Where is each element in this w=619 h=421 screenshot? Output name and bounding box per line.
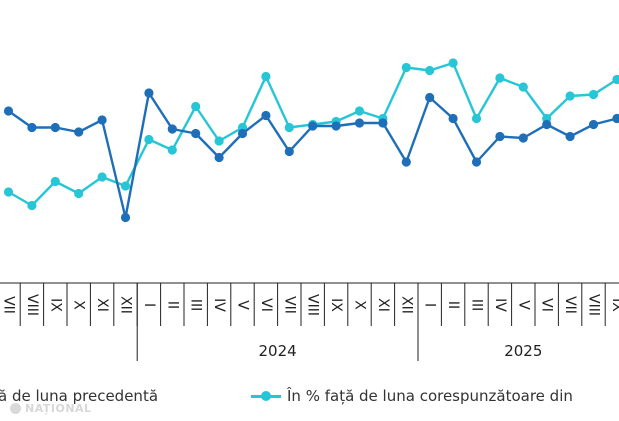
data-point <box>401 157 411 167</box>
x-tick-label: IX <box>328 298 344 312</box>
x-tick-label: IV <box>211 298 227 312</box>
data-point <box>214 152 224 163</box>
data-point <box>612 74 619 85</box>
data-point <box>50 176 60 187</box>
year-label: 2024 <box>259 342 297 360</box>
legend-item-year-on-year: În % față de luna corespunzătoare din <box>251 384 573 408</box>
data-point <box>97 172 107 182</box>
data-point <box>284 122 294 133</box>
data-point <box>167 145 177 155</box>
series-year-on-year <box>3 58 619 211</box>
data-point <box>448 113 458 124</box>
watermark-logo: NAȚIONAL <box>10 402 92 415</box>
x-tick-label: II <box>164 301 180 309</box>
data-point <box>331 121 341 131</box>
data-point <box>378 118 388 128</box>
data-point <box>518 82 528 92</box>
data-point <box>167 124 177 134</box>
data-point <box>214 136 224 146</box>
data-point <box>401 62 411 73</box>
data-point <box>74 188 84 199</box>
data-point <box>27 200 37 211</box>
data-point <box>284 146 294 157</box>
x-tick-label: IX <box>609 298 619 312</box>
data-point <box>425 92 435 103</box>
legend-item-month-on-month: ă de luna precedentă <box>0 384 158 408</box>
x-tick-label: VI <box>539 298 555 312</box>
data-point <box>74 127 84 137</box>
data-point <box>354 106 365 116</box>
series-month-on-month <box>3 88 619 223</box>
data-point <box>542 119 552 130</box>
x-tick-label: V <box>235 300 251 310</box>
legend-swatch-year-on-year <box>251 390 281 402</box>
x-tick-label: IX <box>47 298 63 312</box>
x-tick-label: VII <box>281 296 297 314</box>
x-tick-label: X <box>71 300 87 310</box>
data-point <box>191 101 201 112</box>
data-point <box>565 131 575 142</box>
x-tick-label: VII <box>1 296 17 314</box>
x-tick-label: XI <box>375 298 391 312</box>
data-point <box>588 119 599 130</box>
data-point <box>425 65 435 76</box>
data-point <box>565 91 575 101</box>
x-tick-label: II <box>445 301 461 309</box>
x-tick-label: XII <box>118 296 134 314</box>
x-tick-label: XI <box>94 298 110 312</box>
data-point <box>354 118 365 128</box>
legend-label-year-on-year: În % față de luna corespunzătoare din <box>287 387 573 405</box>
data-point <box>27 122 37 133</box>
x-tick-label: XII <box>398 296 414 314</box>
legend-label-month-on-month: ă de luna precedentă <box>0 387 159 405</box>
data-point <box>448 58 458 68</box>
data-point <box>97 115 107 125</box>
data-point <box>588 89 599 100</box>
data-point <box>3 106 14 116</box>
logo-icon <box>10 403 21 414</box>
data-point <box>612 113 619 124</box>
data-point <box>237 128 248 139</box>
data-point <box>495 73 505 83</box>
x-tick-label: I <box>141 303 157 307</box>
data-point <box>191 128 201 139</box>
series-line <box>7 91 618 219</box>
data-point <box>518 133 528 143</box>
x-tick-label: V <box>515 300 531 310</box>
data-point <box>308 121 318 131</box>
data-point <box>120 181 131 191</box>
x-tick-label: III <box>188 299 204 311</box>
data-point <box>144 134 154 145</box>
x-tick-label: VIII <box>305 294 321 316</box>
x-tick-label: X <box>352 300 368 310</box>
data-point <box>261 110 271 121</box>
x-tick-label: IV <box>492 298 508 312</box>
x-tick-label: VI <box>258 298 274 312</box>
x-axis: VII VIII IX X XI XII I II III IV V VI VII VIII IX X XI XI… <box>0 282 619 361</box>
x-tick-label: VIII <box>24 294 40 316</box>
data-point <box>50 122 60 133</box>
x-tick-label: III <box>469 299 485 311</box>
watermark-text: NAȚIONAL <box>25 402 92 415</box>
year-label: 2025 <box>504 342 542 360</box>
x-tick-label: VIII <box>586 294 602 316</box>
data-point <box>471 113 482 124</box>
x-tick-label: VII <box>562 296 578 314</box>
data-point <box>495 131 505 142</box>
data-point <box>471 157 482 167</box>
data-point <box>144 88 154 98</box>
data-point <box>120 212 131 223</box>
data-point <box>261 71 271 82</box>
x-tick-label: I <box>422 303 438 307</box>
data-point <box>3 187 14 197</box>
